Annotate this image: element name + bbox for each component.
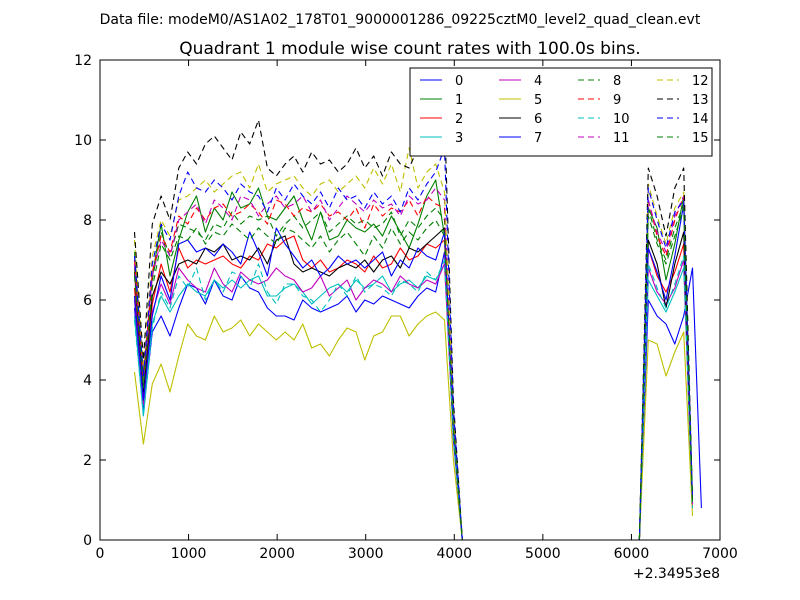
y-tick-label: 0 (83, 533, 92, 549)
series-line-14 (133, 147, 694, 540)
x-tick-label: 3000 (348, 546, 384, 562)
legend-label-15: 15 (692, 131, 709, 146)
series-line-3 (133, 263, 694, 540)
legend-label-10: 10 (613, 112, 630, 127)
series-line-11 (133, 187, 694, 540)
series-lines (133, 115, 702, 540)
chart-title: Quadrant 1 module wise count rates with … (179, 39, 640, 59)
series-line-8 (133, 203, 694, 540)
x-tick-label: 2000 (259, 546, 295, 562)
series-line-12 (133, 147, 694, 540)
series-line-5 (133, 311, 694, 540)
legend-label-8: 8 (613, 74, 621, 89)
x-tick-label: 4000 (436, 546, 472, 562)
plot-area: 0 1000 2000 3000 4000 5000 6000 7000024681012+2… (74, 53, 738, 582)
series-line-7 (133, 203, 694, 540)
y-tick-label: 2 (83, 453, 92, 469)
legend-label-0: 0 (455, 74, 463, 89)
series-line-4 (133, 259, 694, 540)
y-tick-label: 8 (83, 213, 92, 229)
y-tick-label: 10 (74, 133, 92, 149)
figure-suptitle: Data file: modeM0/AS1A02_178T01_90000012… (100, 12, 701, 28)
series-line-1 (133, 179, 694, 540)
x-tick-label: 7000 (702, 546, 738, 562)
legend-label-9: 9 (613, 93, 621, 108)
legend-label-7: 7 (534, 131, 542, 146)
legend-label-11: 11 (613, 131, 630, 146)
legend-label-13: 13 (692, 93, 709, 108)
legend-label-14: 14 (692, 112, 709, 127)
legend-label-6: 6 (534, 112, 542, 127)
series-line-10 (133, 255, 694, 540)
x-tick-label: 6000 (614, 546, 650, 562)
legend-label-4: 4 (534, 74, 542, 89)
legend-label-1: 1 (455, 93, 463, 108)
legend-label-12: 12 (692, 74, 709, 89)
y-tick-label: 6 (83, 293, 92, 309)
x-offset-label: +2.34953e8 (633, 566, 720, 582)
series-line-6 (133, 227, 694, 540)
x-tick-label: 5000 (525, 546, 561, 562)
series-line-9 (133, 195, 694, 540)
x-tick-label: 1000 (171, 546, 207, 562)
x-tick-label: 0 (96, 546, 105, 562)
y-tick-label: 4 (83, 373, 92, 389)
y-tick-label: 12 (74, 53, 92, 69)
legend-label-3: 3 (455, 131, 463, 146)
legend-box (409, 67, 713, 157)
series-line-0 (133, 251, 702, 540)
legend-label-2: 2 (455, 112, 463, 127)
series-line-13 (133, 115, 694, 540)
legend-label-5: 5 (534, 93, 542, 108)
series-line-2 (133, 235, 694, 540)
